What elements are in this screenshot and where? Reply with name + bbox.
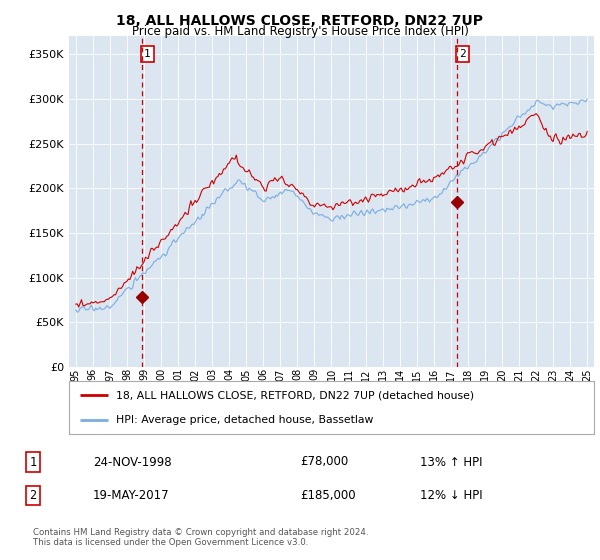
- Text: 13% ↑ HPI: 13% ↑ HPI: [420, 455, 482, 469]
- Text: 1: 1: [29, 455, 37, 469]
- Text: 1: 1: [144, 49, 151, 59]
- Text: 19-MAY-2017: 19-MAY-2017: [93, 489, 170, 502]
- Text: Contains HM Land Registry data © Crown copyright and database right 2024.
This d: Contains HM Land Registry data © Crown c…: [33, 528, 368, 547]
- Text: 2: 2: [29, 489, 37, 502]
- Text: £78,000: £78,000: [300, 455, 348, 469]
- Text: 24-NOV-1998: 24-NOV-1998: [93, 455, 172, 469]
- Text: HPI: Average price, detached house, Bassetlaw: HPI: Average price, detached house, Bass…: [116, 414, 374, 424]
- Text: £185,000: £185,000: [300, 489, 356, 502]
- Text: 12% ↓ HPI: 12% ↓ HPI: [420, 489, 482, 502]
- Text: 18, ALL HALLOWS CLOSE, RETFORD, DN22 7UP (detached house): 18, ALL HALLOWS CLOSE, RETFORD, DN22 7UP…: [116, 390, 475, 400]
- Text: Price paid vs. HM Land Registry's House Price Index (HPI): Price paid vs. HM Land Registry's House …: [131, 25, 469, 38]
- Text: 2: 2: [459, 49, 466, 59]
- Text: 18, ALL HALLOWS CLOSE, RETFORD, DN22 7UP: 18, ALL HALLOWS CLOSE, RETFORD, DN22 7UP: [116, 14, 484, 28]
